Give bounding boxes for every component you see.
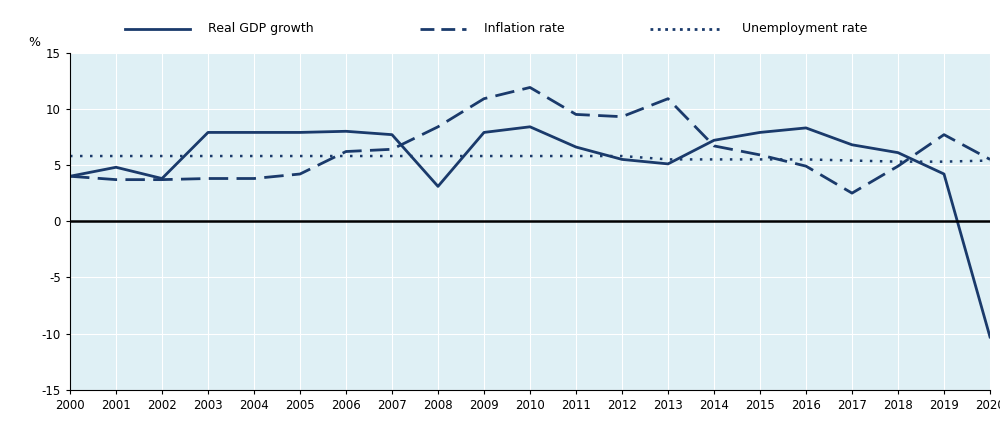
Text: Inflation rate: Inflation rate bbox=[484, 22, 565, 35]
Text: %: % bbox=[29, 36, 41, 49]
Text: Unemployment rate: Unemployment rate bbox=[742, 22, 867, 35]
Text: Real GDP growth: Real GDP growth bbox=[208, 22, 314, 35]
